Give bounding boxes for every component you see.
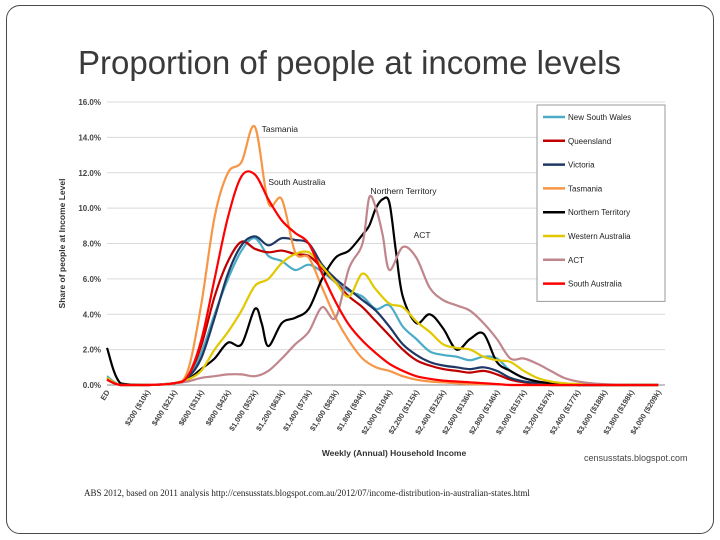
legend-label-south-australia: South Australia <box>568 280 622 289</box>
legend-label-act: ACT <box>568 256 584 265</box>
y-tick-label: 2.0% <box>83 346 101 355</box>
annotation-act: ACT <box>414 230 431 240</box>
y-tick-label: 6.0% <box>83 275 101 284</box>
annotation-northern-territory: Northern Territory <box>371 186 438 196</box>
series-line-south-australia <box>106 170 659 387</box>
annotation-tasmania: Tasmania <box>262 124 299 134</box>
x-tick-label: $800 ($42k) <box>204 388 233 427</box>
legend-label-new-south-wales: New South Wales <box>568 113 631 122</box>
annotation-south-australia: South Australia <box>268 177 325 187</box>
y-tick-label: 16.0% <box>78 98 101 107</box>
x-tick-label: $200 ($10k) <box>123 388 152 427</box>
annotation-layer: Tasmania South Australia Northern Territor… <box>262 124 438 240</box>
legend-label-western-australia: Western Australia <box>568 232 631 241</box>
series-line-victoria <box>106 235 659 387</box>
series-line-western-australia <box>106 250 659 387</box>
y-tick-label: 10.0% <box>78 204 101 213</box>
x-tick-label: $400 ($21k) <box>150 388 179 427</box>
income-line-chart: 0.0% 2.0% 4.0% 6.0% 8.0% 10.0% 12.0% 14.0% 16.0%… <box>57 98 666 458</box>
series-line-act <box>106 194 659 387</box>
y-tick-label: 4.0% <box>83 310 101 319</box>
chart-legend: New South Wales Queensland Victoria Tasmani… <box>536 104 666 302</box>
legend-label-victoria: Victoria <box>568 161 595 170</box>
chart-credit: censusstats.blogspot.com <box>584 453 688 463</box>
x-axis-title: Weekly (Annual) Household Income <box>322 448 467 458</box>
legend-label-northern-territory: Northern Territory <box>568 208 630 217</box>
y-tick-label: 8.0% <box>83 240 101 249</box>
x-tick-label: $600 ($31k) <box>177 388 206 427</box>
legend-label-queensland: Queensland <box>568 137 611 146</box>
legend-box <box>536 104 666 302</box>
legend-label-tasmania: Tasmania <box>568 184 603 193</box>
source-citation: ABS 2012, based on 2011 analysis http://… <box>84 488 530 498</box>
y-tick-label: 0.0% <box>83 381 101 390</box>
y-axis-title: Share of people at Income Level <box>57 179 67 309</box>
slide-title: Proportion of people at income levels <box>78 44 621 81</box>
series-layer <box>105 124 659 387</box>
y-tick-label: 14.0% <box>78 133 101 142</box>
y-tick-label: 12.0% <box>78 169 101 178</box>
